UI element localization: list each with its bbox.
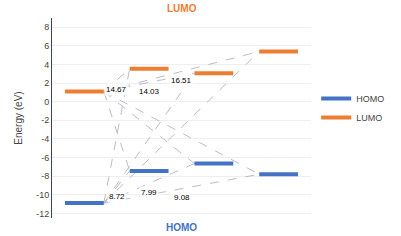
svg-text:16.51: 16.51: [171, 76, 192, 85]
svg-text:Energy (eV): Energy (eV): [13, 91, 24, 144]
svg-text:2: 2: [44, 78, 49, 88]
svg-text:-8: -8: [41, 171, 49, 181]
svg-text:HOMO: HOMO: [166, 222, 197, 233]
svg-text:9.08: 9.08: [174, 193, 190, 202]
svg-text:6: 6: [44, 41, 49, 51]
svg-text:-2: -2: [41, 115, 49, 125]
svg-text:8.72: 8.72: [109, 192, 125, 201]
svg-text:4: 4: [44, 60, 49, 70]
svg-text:LUMO: LUMO: [356, 113, 382, 123]
svg-text:-10: -10: [36, 190, 49, 200]
svg-text:14.03: 14.03: [139, 87, 160, 96]
svg-text:14.67: 14.67: [106, 85, 127, 94]
svg-text:-12: -12: [36, 209, 49, 219]
svg-text:0: 0: [44, 97, 49, 107]
svg-text:-6: -6: [41, 153, 49, 163]
svg-text:HOMO: HOMO: [356, 94, 384, 104]
svg-text:LUMO: LUMO: [167, 3, 197, 14]
svg-text:7.99: 7.99: [141, 188, 157, 197]
svg-text:-4: -4: [41, 134, 49, 144]
svg-text:8: 8: [44, 22, 49, 32]
